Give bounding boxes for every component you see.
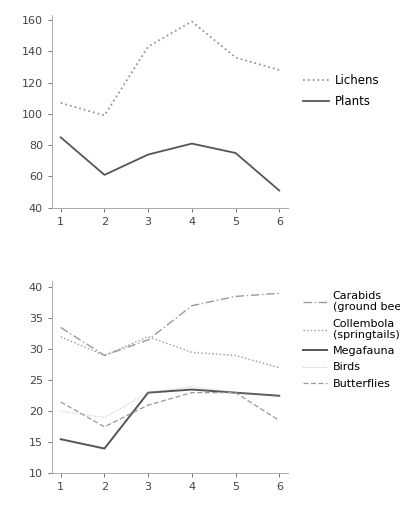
Legend: Carabids
(ground beetles), Collembola
(springtails), Megafauna, Birds, Butterfli: Carabids (ground beetles), Collembola (s… [298, 287, 400, 393]
Legend: Lichens, Plants: Lichens, Plants [299, 69, 384, 113]
